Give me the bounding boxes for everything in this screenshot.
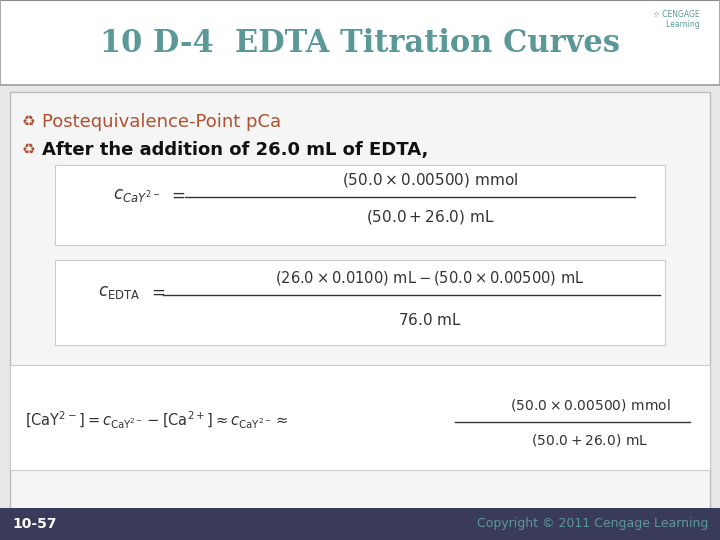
Text: $(50.0 + 26.0)\ \mathrm{mL}$: $(50.0 + 26.0)\ \mathrm{mL}$ [531, 432, 649, 448]
Text: ♻: ♻ [22, 143, 35, 158]
Bar [0, 0, 720, 85]
Text: 10-57: 10-57 [12, 517, 56, 531]
Text: $=$: $=$ [168, 186, 185, 204]
Text: $[\mathrm{CaY}^{2-}] = c_{\mathrm{CaY}^{2-}} - [\mathrm{Ca}^{2+}] \approx c_{\ma: $[\mathrm{CaY}^{2-}] = c_{\mathrm{CaY}^{… [25, 409, 288, 430]
Text: $(26.0 \times 0.0100)\ \mathrm{mL} - (50.0 \times 0.00500)\ \mathrm{mL}$: $(26.0 \times 0.0100)\ \mathrm{mL} - (50… [275, 269, 585, 287]
Text: $76.0\ \mathrm{mL}$: $76.0\ \mathrm{mL}$ [398, 312, 462, 328]
Text: ♻: ♻ [22, 114, 35, 130]
Bar [10, 365, 710, 470]
Text: $(50.0 \times 0.00500)\ \mathrm{mmol}$: $(50.0 \times 0.00500)\ \mathrm{mmol}$ [342, 171, 518, 189]
Text: ☆ CENGAGE
   Learning: ☆ CENGAGE Learning [653, 10, 700, 29]
Text: Postequivalence-Point pCa: Postequivalence-Point pCa [42, 113, 281, 131]
Bar [10, 92, 710, 510]
Text: $c_{CaY^{2-}}$: $c_{CaY^{2-}}$ [113, 186, 160, 204]
Text: $c_{\mathrm{EDTA}}$: $c_{\mathrm{EDTA}}$ [98, 283, 140, 301]
Text: $(50.0 \times 0.00500)\ \mathrm{mmol}$: $(50.0 \times 0.00500)\ \mathrm{mmol}$ [510, 397, 670, 413]
Bar [55, 260, 665, 345]
Text: Copyright © 2011 Cengage Learning: Copyright © 2011 Cengage Learning [477, 517, 708, 530]
Bar [0, 508, 720, 540]
Text: $=$: $=$ [148, 283, 166, 301]
Text: After the addition of 26.0 mL of EDTA,: After the addition of 26.0 mL of EDTA, [42, 141, 428, 159]
Text: 10 D-4  EDTA Titration Curves: 10 D-4 EDTA Titration Curves [100, 28, 620, 58]
Text: $(50.0 + 26.0)\ \mathrm{mL}$: $(50.0 + 26.0)\ \mathrm{mL}$ [366, 208, 495, 226]
Bar [55, 165, 665, 245]
